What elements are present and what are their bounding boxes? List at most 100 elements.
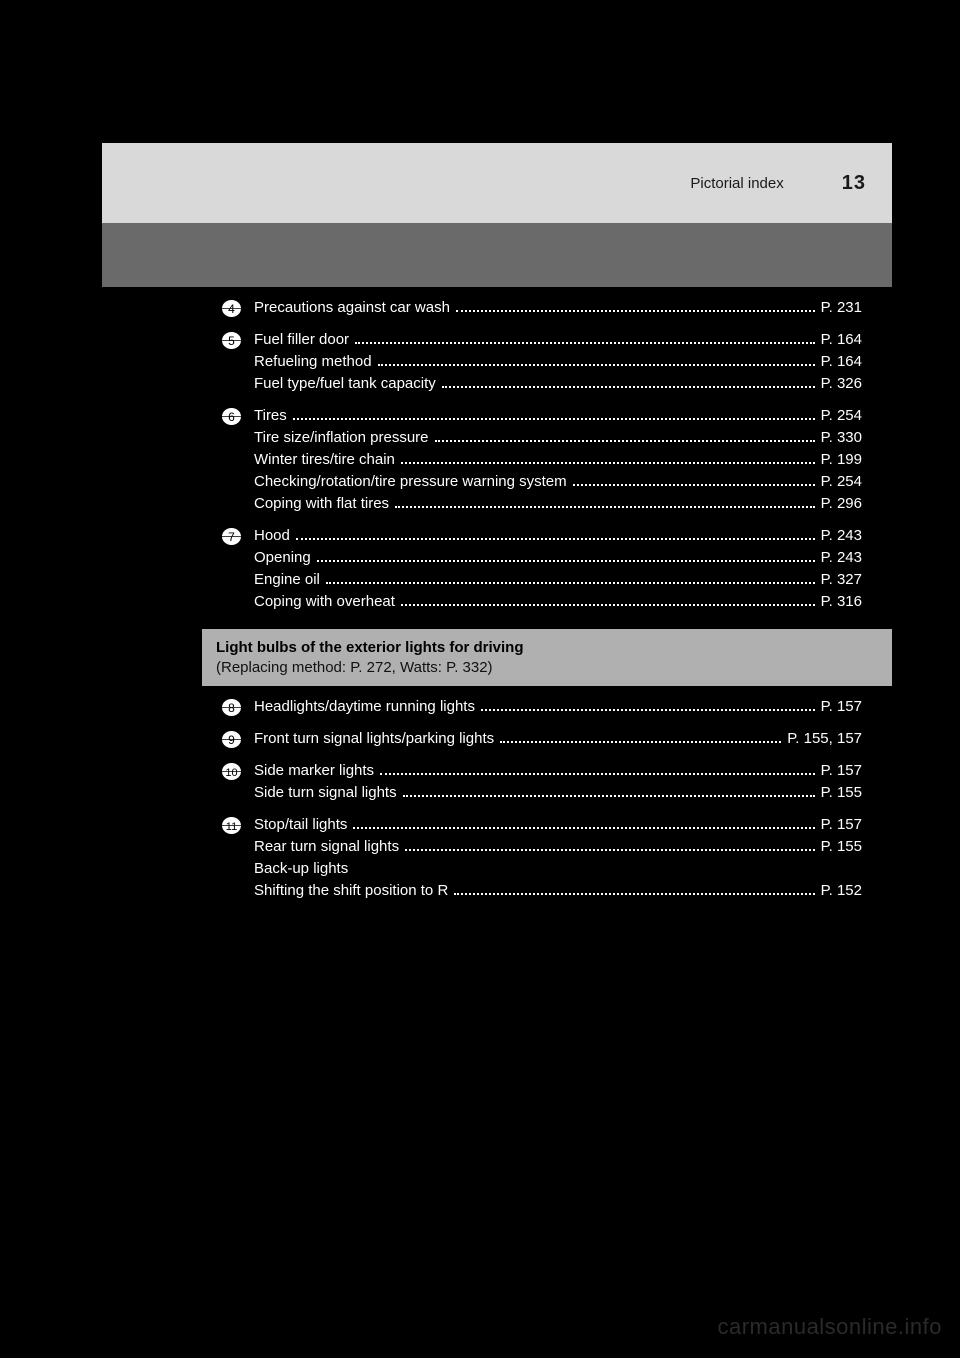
svg-text:7: 7 — [228, 530, 235, 544]
index-item: 8 Headlights/daytime running lights P. 1… — [102, 696, 892, 718]
item-lines: Side marker lights P. 157 Side turn sign… — [254, 760, 892, 804]
index-page-ref: P. 152 — [821, 880, 862, 902]
index-label: Side turn signal lights — [254, 782, 397, 804]
index-label: Coping with overheat — [254, 591, 395, 613]
item-number-icon: 5 — [221, 330, 242, 351]
index-page-ref: P. 164 — [821, 351, 862, 373]
item-number-icon: 9 — [221, 729, 242, 750]
index-label: Side marker lights — [254, 760, 374, 782]
leader-dots — [401, 462, 815, 464]
index-label: Fuel filler door — [254, 329, 349, 351]
svg-text:4: 4 — [228, 302, 235, 316]
item-number-icon: 6 — [221, 406, 242, 427]
index-line: Refueling method P. 164 — [254, 351, 862, 373]
index-page-ref: P. 327 — [821, 569, 862, 591]
index-page-ref: P. 157 — [821, 696, 862, 718]
info-box-subtitle: (Replacing method: P. 272, Watts: P. 332… — [216, 659, 878, 676]
index-line: Fuel filler door P. 164 — [254, 329, 862, 351]
index-line: Opening P. 243 — [254, 547, 862, 569]
index-label: Fuel type/fuel tank capacity — [254, 373, 436, 395]
leader-dots — [405, 849, 814, 851]
leader-dots — [454, 893, 814, 895]
svg-text:11: 11 — [226, 821, 237, 833]
info-box-title: Light bulbs of the exterior lights for d… — [216, 639, 878, 656]
index-label: Hood — [254, 525, 290, 547]
leader-dots — [573, 484, 815, 486]
item-lines: Fuel filler door P. 164 Refueling method… — [254, 329, 892, 395]
index-label: Tire size/inflation pressure — [254, 427, 429, 449]
index-line: Front turn signal lights/parking lights … — [254, 728, 862, 750]
item-lines: Headlights/daytime running lights P. 157 — [254, 696, 892, 718]
page-number: 13 — [842, 172, 866, 195]
leader-dots — [401, 604, 815, 606]
index-label: Engine oil — [254, 569, 320, 591]
leader-dots — [456, 310, 815, 312]
index-item: 4 Precautions against car wash P. 231 — [102, 297, 892, 319]
index-line: Side turn signal lights P. 155 — [254, 782, 862, 804]
index-line: Rear turn signal lights P. 155 — [254, 836, 862, 858]
index-page-ref: P. 157 — [821, 760, 862, 782]
svg-text:5: 5 — [228, 334, 235, 348]
svg-text:10: 10 — [225, 767, 237, 779]
index-line: Checking/rotation/tire pressure warning … — [254, 471, 862, 493]
index-page-ref: P. 155 — [821, 836, 862, 858]
section-banner — [102, 223, 892, 287]
leader-dots — [435, 440, 815, 442]
index-line: Tires P. 254 — [254, 405, 862, 427]
index-label: Winter tires/tire chain — [254, 449, 395, 471]
index-page-ref: P. 157 — [821, 814, 862, 836]
index-page-ref: P. 155 — [821, 782, 862, 804]
item-number-icon: 4 — [221, 298, 242, 319]
item-number-icon: 8 — [221, 697, 242, 718]
index-page-ref: P. 254 — [821, 471, 862, 493]
leader-dots — [378, 364, 815, 366]
page-header: Pictorial index 13 — [102, 143, 892, 223]
leader-dots — [481, 709, 815, 711]
index-page-ref: P. 243 — [821, 547, 862, 569]
index-line: Hood P. 243 — [254, 525, 862, 547]
item-number-icon: 7 — [221, 526, 242, 547]
index-line: Fuel type/fuel tank capacity P. 326 — [254, 373, 862, 395]
page-content: 4 Precautions against car wash P. 231 5 … — [102, 287, 892, 906]
index-line: Coping with overheat P. 316 — [254, 591, 862, 613]
index-page-ref: P. 296 — [821, 493, 862, 515]
item-lines: Front turn signal lights/parking lights … — [254, 728, 892, 750]
index-label: Refueling method — [254, 351, 372, 373]
index-page-ref: P. 254 — [821, 405, 862, 427]
watermark: carmanualsonline.info — [717, 1314, 942, 1340]
item-lines: Precautions against car wash P. 231 — [254, 297, 892, 319]
leader-dots — [403, 795, 815, 797]
leader-dots — [293, 418, 815, 420]
index-line: Precautions against car wash P. 231 — [254, 297, 862, 319]
leader-dots — [353, 827, 814, 829]
index-label: Rear turn signal lights — [254, 836, 399, 858]
svg-text:9: 9 — [228, 733, 235, 747]
index-item: 5 Fuel filler door P. 164 Refueling meth… — [102, 329, 892, 395]
index-label: Precautions against car wash — [254, 297, 450, 319]
index-label: Stop/tail lights — [254, 814, 347, 836]
index-label: Checking/rotation/tire pressure warning … — [254, 471, 567, 493]
index-page-ref: P. 199 — [821, 449, 862, 471]
index-page-ref: P. 326 — [821, 373, 862, 395]
item-lines: Tires P. 254 Tire size/inflation pressur… — [254, 405, 892, 515]
item-lines: Stop/tail lights P. 157 Rear turn signal… — [254, 814, 892, 902]
leader-dots — [355, 342, 815, 344]
index-line: Engine oil P. 327 — [254, 569, 862, 591]
index-item: 6 Tires P. 254 Tire size/inflation press… — [102, 405, 892, 515]
index-page-ref: P. 155, 157 — [787, 728, 862, 750]
item-lines: Hood P. 243 Opening P. 243 Engine oil P.… — [254, 525, 892, 613]
info-box: Light bulbs of the exterior lights for d… — [202, 629, 892, 686]
index-line: Side marker lights P. 157 — [254, 760, 862, 782]
index-item: 9 Front turn signal lights/parking light… — [102, 728, 892, 750]
svg-text:8: 8 — [228, 701, 235, 715]
index-line: Tire size/inflation pressure P. 330 — [254, 427, 862, 449]
index-line: Coping with flat tires P. 296 — [254, 493, 862, 515]
manual-page: Pictorial index 13 4 Precautions against… — [102, 143, 892, 1215]
index-label: Headlights/daytime running lights — [254, 696, 475, 718]
index-line: Stop/tail lights P. 157 — [254, 814, 862, 836]
leader-dots — [326, 582, 815, 584]
index-item: 11 Stop/tail lights P. 157 Rear turn sig… — [102, 814, 892, 902]
section-label: Pictorial index — [690, 175, 783, 192]
index-label: Tires — [254, 405, 287, 427]
index-page-ref: P. 231 — [821, 297, 862, 319]
